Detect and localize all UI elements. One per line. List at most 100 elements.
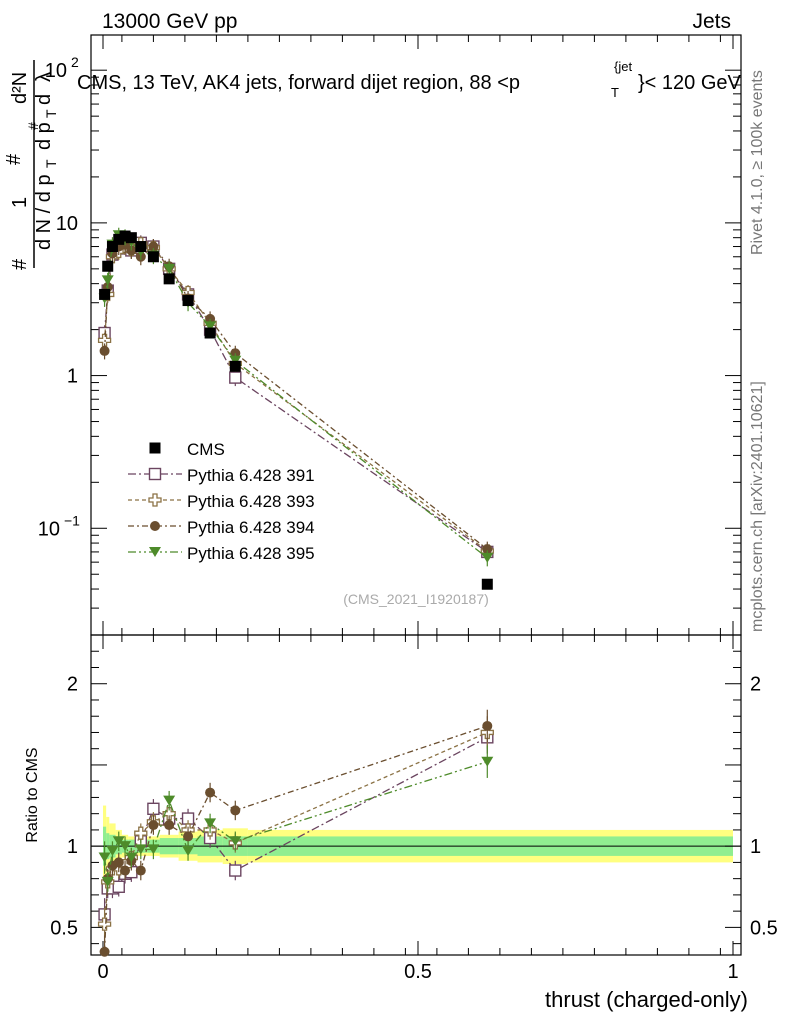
ratio-plot-marks [97, 709, 494, 957]
series-point [229, 371, 242, 384]
svg-text:d p: d p [33, 122, 55, 150]
ratio-point [229, 836, 242, 847]
ratio-point [481, 756, 494, 767]
svg-text:T: T [43, 109, 59, 118]
x-tick-label: 0 [97, 961, 108, 983]
ratio-point [229, 864, 242, 877]
ratio-point [135, 865, 146, 876]
y-tick-label: 10 −1 [38, 512, 80, 540]
y-tick-exp: −1 [64, 512, 80, 528]
y-tick-label: 10 [56, 213, 78, 235]
svg-text:λ: λ [33, 72, 55, 82]
series-point [204, 321, 217, 332]
ratio-line [103, 761, 488, 883]
ratio-point [230, 805, 241, 816]
legend-marker [148, 467, 162, 481]
y-tick-label: 1 [67, 366, 78, 388]
legend-label: Pythia 6.428 391 [187, 466, 315, 485]
ratio-point [182, 846, 195, 857]
ratio-line [103, 731, 488, 925]
ratio-y-tick-label: 1 [67, 836, 78, 858]
y-tick-base: 10 [56, 213, 78, 235]
legend: CMS Pythia 6.428 391 Pythia 6.428 393 Pythi… [128, 440, 315, 563]
plot-title: CMS, 13 TeV, AK4 jets, forward dijet reg… [77, 59, 742, 100]
ratio-frame [90, 634, 742, 956]
data-point [182, 295, 194, 307]
ratio-point [98, 852, 111, 863]
y-tick-exp: 2 [71, 54, 79, 70]
ratio-point [204, 818, 217, 829]
ratio-point [164, 820, 175, 831]
series-point [148, 241, 159, 252]
series-point [99, 345, 110, 356]
ratio-point [134, 826, 148, 840]
ratio-y-label: Ratio to CMS [24, 747, 41, 842]
main-plot-marks [97, 227, 494, 590]
x-tick-label: 1 [727, 961, 738, 983]
legend-marker-data [149, 442, 161, 454]
plot-title-main: CMS, 13 TeV, AK4 jets, forward dijet reg… [77, 72, 520, 94]
ratio-y-tick-label: 2 [67, 674, 78, 696]
ratio-point [113, 857, 124, 868]
ratio-point [134, 844, 147, 855]
series-point [482, 544, 493, 555]
svg-text:d²N: d²N [9, 72, 31, 104]
x-tick-label: 0.5 [404, 961, 432, 983]
ratio-point [97, 917, 112, 931]
legend-marker [150, 521, 160, 531]
series-point [101, 275, 114, 286]
svg-text:T: T [43, 159, 59, 168]
ratio-point [99, 946, 110, 957]
y-tick-base: 10 [38, 518, 60, 540]
mcplots-label: mcplots.cern.ch [arXiv:2401.10621] [749, 381, 766, 632]
svg-text:#: # [25, 122, 41, 130]
data-point [163, 273, 175, 285]
legend-marker [148, 493, 162, 507]
data-point [106, 241, 118, 253]
ratio-point [106, 846, 119, 857]
reference-tag: (CMS_2021_I1920187) [343, 591, 489, 607]
plot-title-end: }< 120 GeV [638, 72, 742, 94]
plot-title-sup: {jet [614, 59, 632, 74]
y-tick-base: 10 [45, 60, 67, 82]
ratio-point [163, 795, 176, 806]
svg-text:#: # [9, 258, 31, 270]
process-label: Jets [692, 10, 731, 33]
ratio-y-tick-label: 0.5 [50, 917, 78, 939]
data-point [119, 230, 131, 242]
legend-marker [149, 547, 161, 557]
svg-text:#: # [3, 153, 25, 165]
ratio-point [120, 865, 131, 876]
y-tick-label: 10 2 [45, 54, 79, 82]
ratio-point [162, 807, 176, 821]
svg-text:d N / d p: d N / d p [33, 174, 55, 250]
data-point [229, 360, 241, 372]
ratio-y-tick-label-right: 0.5 [750, 917, 778, 939]
data-point [135, 241, 147, 253]
ratio-point [482, 720, 493, 731]
legend-label-data: CMS [187, 440, 225, 459]
data-point [99, 288, 111, 300]
ratio-point [148, 820, 159, 831]
ratio-point [119, 841, 132, 852]
legend-label: Pythia 6.428 395 [187, 544, 315, 563]
ratio-point [125, 852, 138, 863]
ratio-point [183, 831, 194, 842]
ratio-point [147, 844, 160, 855]
rivet-label: Rivet 4.1.0, ≥ 100k events [749, 70, 766, 255]
data-point [147, 251, 159, 263]
y-tick-base: 1 [67, 366, 78, 388]
ratio-line [103, 736, 488, 915]
ratio-point [205, 787, 216, 798]
series-point [229, 355, 242, 366]
data-point [481, 578, 493, 590]
ratio-point [101, 876, 114, 887]
svg-text:d: d [33, 94, 55, 105]
energy-label: 13000 GeV pp [102, 10, 237, 33]
ratio-y-tick-label-right: 2 [750, 674, 761, 696]
data-point [113, 233, 125, 245]
legend-label: Pythia 6.428 393 [187, 492, 315, 511]
ratio-y-tick-label-right: 1 [750, 836, 761, 858]
